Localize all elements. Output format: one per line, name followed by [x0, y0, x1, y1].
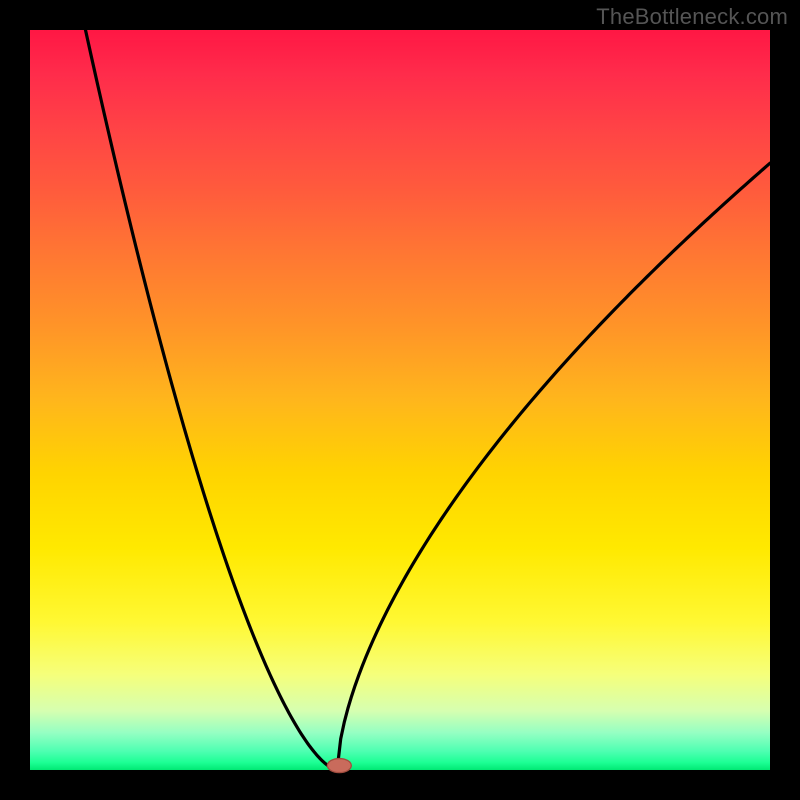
optimum-marker — [327, 759, 351, 773]
bottleneck-chart — [0, 0, 800, 800]
chart-stage: TheBottleneck.com — [0, 0, 800, 800]
plot-background — [30, 30, 770, 770]
